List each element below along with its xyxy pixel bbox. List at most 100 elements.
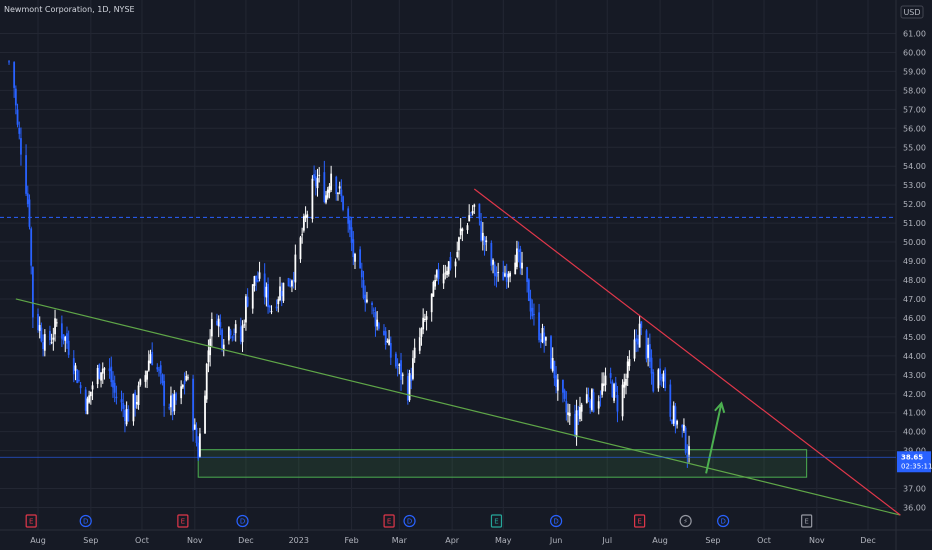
y-tick-label: 43.00	[903, 371, 926, 380]
y-tick-label: 41.00	[903, 409, 926, 418]
candle-body	[614, 382, 617, 392]
candle-body	[89, 391, 92, 397]
candle-body	[78, 379, 80, 381]
candle-body	[483, 236, 486, 246]
candle-body	[447, 261, 450, 275]
candle-body	[616, 394, 619, 412]
split-marker-icon[interactable]	[679, 514, 692, 528]
candle-body	[280, 291, 283, 297]
candle-body	[529, 298, 532, 312]
earnings-marker-icon[interactable]	[634, 514, 646, 528]
candle-body	[674, 406, 677, 427]
candle-body	[14, 88, 17, 106]
dividend-marker-icon[interactable]	[79, 514, 92, 528]
x-tick-label: Apr	[445, 536, 460, 545]
candle-body	[562, 379, 564, 393]
dividend-marker-icon[interactable]	[550, 514, 563, 528]
dividend-marker-icon[interactable]	[717, 514, 730, 528]
candle-body	[243, 324, 246, 326]
event-marker-label: D	[720, 518, 725, 526]
candle-body	[311, 178, 314, 219]
candle-body	[55, 322, 58, 324]
candle-body	[38, 325, 41, 331]
candle-body	[531, 307, 534, 317]
candle-body	[147, 360, 150, 371]
candle-body	[265, 286, 268, 298]
earnings-marker-icon[interactable]	[177, 514, 189, 528]
projection-arrow-head[interactable]	[714, 401, 726, 414]
candle-body	[359, 249, 362, 269]
candle-body	[389, 343, 392, 358]
earnings-marker-icon[interactable]	[490, 514, 503, 528]
candle-body	[597, 401, 600, 409]
event-marker-label: E	[387, 518, 391, 526]
y-tick-label: 52.00	[903, 200, 926, 209]
candle-body	[181, 384, 184, 388]
dividend-marker-icon[interactable]	[236, 514, 249, 528]
candle-body	[350, 227, 353, 243]
candle-body	[526, 267, 529, 282]
y-tick-label: 55.00	[903, 143, 926, 152]
candle-body	[592, 392, 595, 412]
candle-body	[20, 138, 22, 155]
candle-body	[580, 404, 583, 412]
earnings-marker-icon[interactable]	[383, 514, 395, 528]
candle-body	[26, 193, 29, 205]
y-tick-label: 39.00	[903, 447, 926, 456]
x-tick-label: Oct	[135, 536, 149, 545]
resistance-trendline[interactable]	[473, 188, 901, 516]
earnings-marker-icon[interactable]	[801, 514, 813, 528]
candle-body	[420, 328, 423, 337]
candle-body	[337, 192, 339, 194]
candle-body	[650, 357, 653, 374]
candle-body	[613, 384, 615, 401]
currency-box	[900, 5, 924, 19]
candle-body	[568, 412, 571, 417]
candle-body	[664, 369, 667, 388]
y-tick-label: 59.00	[903, 67, 926, 76]
candle-body	[442, 273, 445, 284]
candle-body	[325, 195, 327, 203]
candle-body	[125, 409, 128, 425]
support-trendline[interactable]	[15, 298, 901, 516]
candle-body	[585, 394, 588, 403]
candle-body	[316, 178, 319, 189]
candle-body	[287, 278, 290, 287]
projection-arrow-shaft[interactable]	[705, 403, 723, 474]
candle-body	[364, 294, 367, 303]
candle-body	[64, 336, 67, 341]
y-tick-label: 44.00	[903, 352, 926, 361]
candle-body	[84, 389, 87, 411]
y-tick-label: 56.00	[903, 124, 926, 133]
y-tick-label: 60.00	[903, 48, 926, 57]
candle-body	[449, 256, 452, 269]
x-tick-label: Jun	[549, 536, 563, 545]
candle-body	[657, 369, 660, 389]
candle-body	[459, 228, 462, 236]
demand-zone[interactable]	[197, 449, 808, 478]
candle-body	[18, 127, 21, 134]
x-tick-label: May	[495, 536, 512, 545]
event-marker-label: D	[553, 518, 558, 526]
candle-body	[25, 155, 27, 194]
candle-body	[193, 424, 196, 430]
candle-body	[516, 248, 518, 267]
earnings-marker-icon[interactable]	[25, 514, 37, 528]
candle-body	[468, 215, 471, 222]
candle-body	[112, 380, 114, 388]
candle-body	[37, 313, 39, 331]
candle-body	[185, 375, 188, 381]
candle-body	[28, 199, 31, 227]
candle-body	[454, 261, 457, 267]
dividend-marker-icon[interactable]	[403, 514, 416, 528]
last-price-badge	[897, 451, 931, 473]
candle-body	[239, 326, 242, 342]
event-marker-label: E	[181, 518, 185, 526]
candle-body	[539, 339, 542, 342]
candle-body	[347, 208, 350, 224]
candle-body	[362, 279, 365, 299]
candle-body	[648, 344, 651, 362]
